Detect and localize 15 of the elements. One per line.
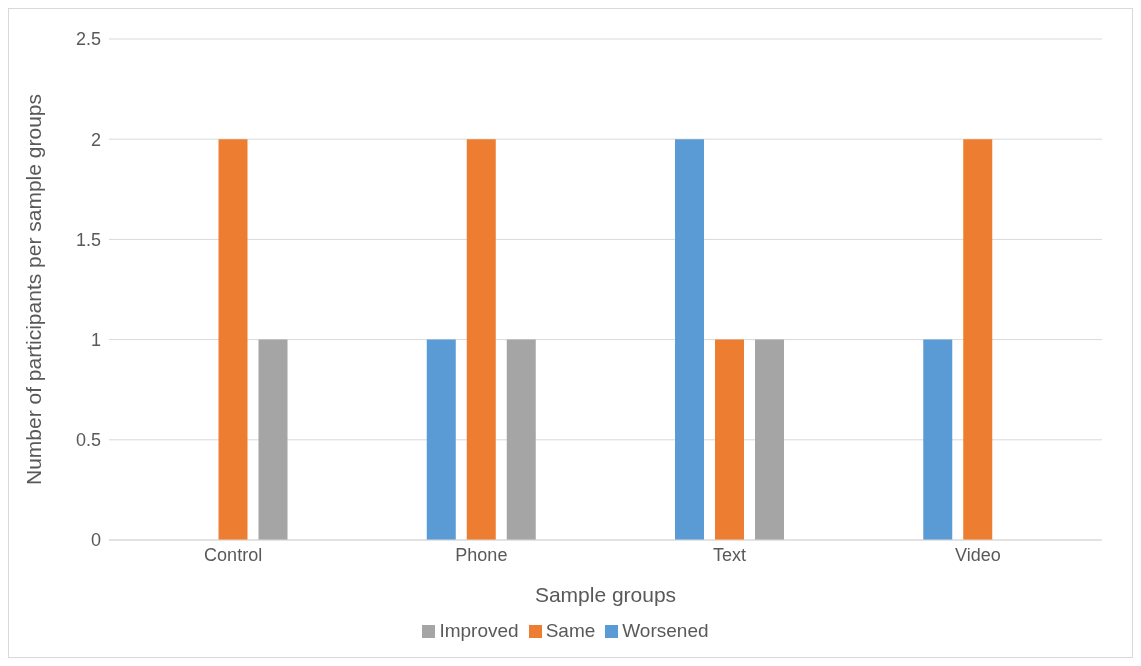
x-tick-label: Phone bbox=[455, 544, 508, 565]
legend-label: Improved bbox=[439, 620, 519, 641]
y-tick-label: 0.5 bbox=[75, 430, 101, 451]
x-tick-label: Control bbox=[204, 544, 263, 565]
y-tick-label: 1 bbox=[90, 329, 101, 350]
y-axis-title: Number of participants per sample groups bbox=[22, 93, 46, 486]
x-tick-label: Text bbox=[713, 544, 747, 565]
legend-label: Same bbox=[545, 620, 596, 641]
legend-label: Worsened bbox=[622, 620, 709, 641]
x-tick-label: Video bbox=[955, 544, 1001, 565]
y-tick-label: 2 bbox=[90, 129, 101, 150]
y-tick-label: 0 bbox=[90, 530, 101, 551]
y-tick-label: 1.5 bbox=[75, 229, 101, 250]
y-tick-label: 2.5 bbox=[75, 29, 101, 50]
x-axis-title: Sample groups bbox=[534, 583, 677, 606]
